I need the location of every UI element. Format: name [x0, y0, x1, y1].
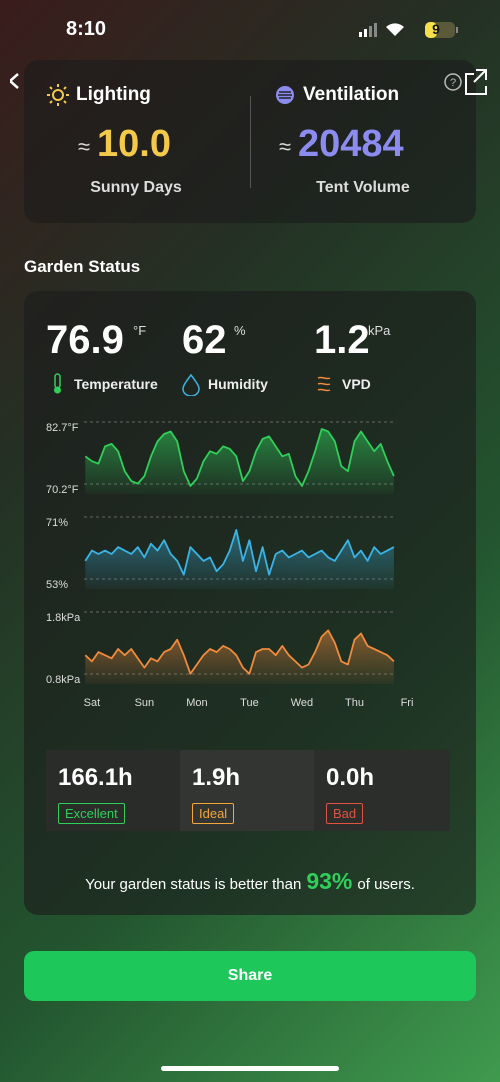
section-title: Garden Status [24, 257, 141, 276]
hours-value: 1.9h [192, 764, 241, 791]
x-tick-label: Tue [240, 697, 259, 709]
approx: ≈ [279, 134, 292, 159]
hours-badge: Bad [326, 803, 364, 824]
area [85, 429, 394, 494]
y-tick-label: 70.2°F [46, 484, 79, 496]
stat-icons [54, 373, 331, 396]
stat-unit: °F [133, 323, 147, 338]
x-tick-label: Wed [291, 697, 313, 709]
hours-bad: 0.0h Bad [314, 750, 450, 831]
hours-value: 0.0h [326, 764, 375, 791]
stat-value: 62 [182, 318, 227, 362]
help[interactable]: ? [444, 73, 462, 91]
lighting-title: Lighting [76, 84, 151, 105]
hours-badge: Ideal [192, 803, 235, 824]
x-tick-label: Thu [345, 697, 364, 709]
hours-ideal: 1.9h Ideal [180, 750, 314, 831]
y-tick-label: 53% [46, 579, 68, 591]
line [84, 428, 395, 487]
stat-unit: kPa [368, 323, 391, 338]
ventilation-value: 20484 [298, 123, 404, 165]
y-tick-label: 1.8kPa [46, 612, 81, 624]
hours-excellent: 166.1h Excellent [46, 750, 180, 831]
battery-level: 9 [432, 21, 440, 37]
svg-text:?: ? [450, 77, 456, 89]
vent-icon [276, 86, 294, 104]
ventilation-title: Ventilation [303, 84, 400, 105]
x-tick-label: Fri [401, 697, 414, 709]
y-tick-label: 82.7°F [46, 422, 79, 434]
area [85, 630, 394, 684]
summary-highlight: 93% [306, 868, 353, 894]
stat-value: 1.2 [314, 318, 370, 362]
y-tick-label: 71% [46, 517, 68, 529]
back[interactable] [10, 73, 19, 89]
sun-icon [47, 84, 69, 106]
ventilation-label: Tent Volume [316, 179, 410, 196]
home-indicator [161, 1066, 339, 1071]
share-link[interactable] [465, 69, 487, 95]
x-tick-label: Sat [84, 697, 101, 709]
summary-text: of users. [357, 876, 415, 893]
lighting-value: 10.0 [97, 123, 171, 165]
summary: Your garden status is better than 93% of… [24, 868, 476, 895]
x-tick-label: Sun [135, 697, 155, 709]
time: 8:10 [66, 18, 107, 40]
y-tick-label: 0.8kPa [46, 674, 81, 686]
area [85, 529, 394, 589]
header-icons: ? [10, 69, 487, 106]
stat-label: Humidity [208, 376, 268, 392]
line [84, 529, 395, 576]
share-button[interactable]: Share [24, 951, 476, 1001]
stat-label: Temperature [74, 376, 158, 392]
lighting-label: Sunny Days [90, 179, 182, 196]
divider [250, 96, 251, 188]
approx: ≈ [78, 134, 91, 159]
hours-badge: Excellent [58, 803, 125, 824]
stat-value: 76.9 [46, 318, 124, 362]
stat-label: VPD [342, 376, 371, 392]
hours-value: 166.1h [58, 764, 133, 791]
stat-unit: % [234, 323, 246, 338]
summary-text: Your garden status is better than [85, 876, 302, 893]
status-icons [359, 22, 458, 38]
line [84, 629, 395, 675]
x-tick-label: Mon [186, 697, 207, 709]
